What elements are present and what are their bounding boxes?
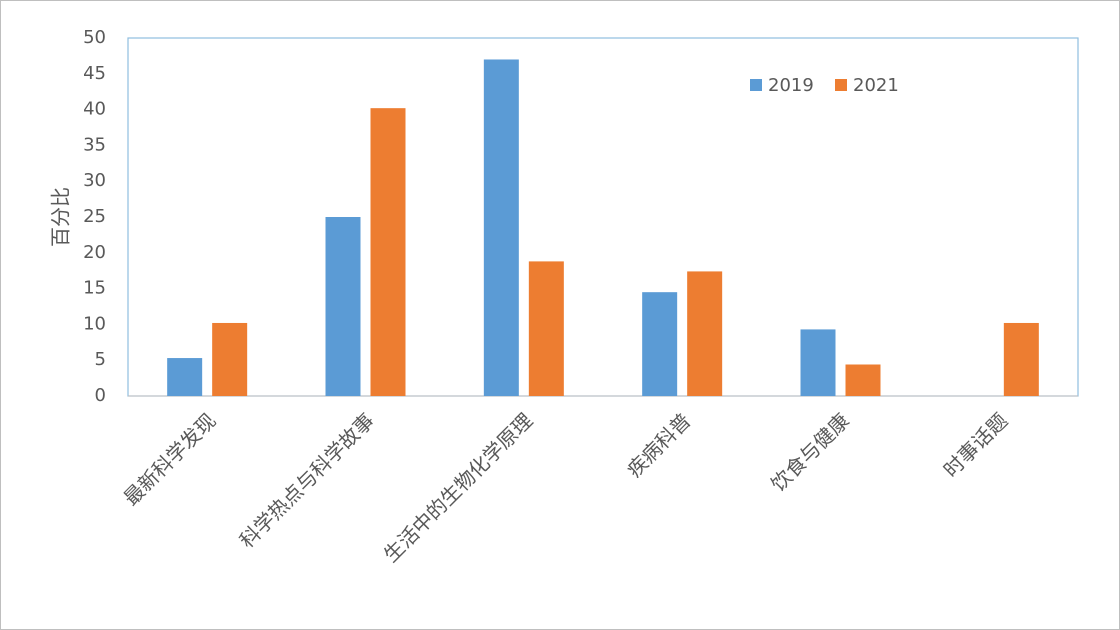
y-tick-label: 0 — [95, 385, 106, 406]
y-tick-label: 30 — [83, 170, 106, 191]
bar — [483, 59, 519, 396]
y-tick-label: 35 — [83, 134, 106, 155]
bar — [845, 364, 881, 396]
y-tick-label: 25 — [83, 206, 106, 227]
bar — [642, 292, 678, 396]
bar — [370, 108, 406, 396]
y-tick-label: 45 — [83, 63, 106, 84]
bar — [800, 329, 836, 396]
y-axis-label: 百分比 — [49, 187, 73, 247]
bar — [212, 322, 248, 396]
bar — [528, 261, 564, 396]
bar — [325, 217, 361, 396]
bar — [687, 271, 723, 396]
y-tick-label: 40 — [83, 99, 106, 120]
y-tick-label: 20 — [83, 242, 106, 263]
legend-swatch — [835, 79, 847, 91]
y-tick-label: 50 — [83, 27, 106, 48]
legend-label: 2019 — [768, 75, 814, 96]
legend-swatch — [750, 79, 762, 91]
bar — [167, 358, 203, 396]
y-tick-label: 10 — [83, 313, 106, 334]
bar — [1003, 322, 1039, 396]
y-tick-label: 5 — [95, 349, 106, 370]
y-tick-label: 15 — [83, 278, 106, 299]
legend-label: 2021 — [853, 75, 899, 96]
